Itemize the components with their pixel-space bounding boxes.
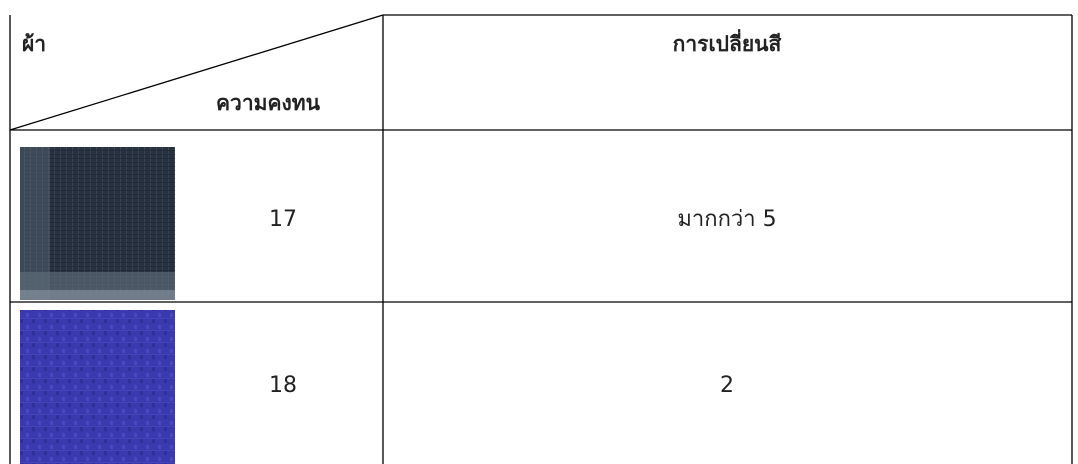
color-change-value: มากกว่า 5 (677, 207, 776, 232)
header-fabric: ผ้า (22, 32, 46, 56)
fabric-swatch (20, 147, 175, 300)
sample-number: 18 (269, 373, 297, 398)
diagonal-divider (9, 14, 384, 131)
header-color-change: การเปลี่ยนสี (673, 28, 782, 56)
color-change-value: 2 (720, 373, 734, 398)
header-durability: ความคงทน (216, 91, 321, 115)
sample-number: 17 (269, 207, 297, 232)
fabric-swatch (20, 310, 175, 464)
